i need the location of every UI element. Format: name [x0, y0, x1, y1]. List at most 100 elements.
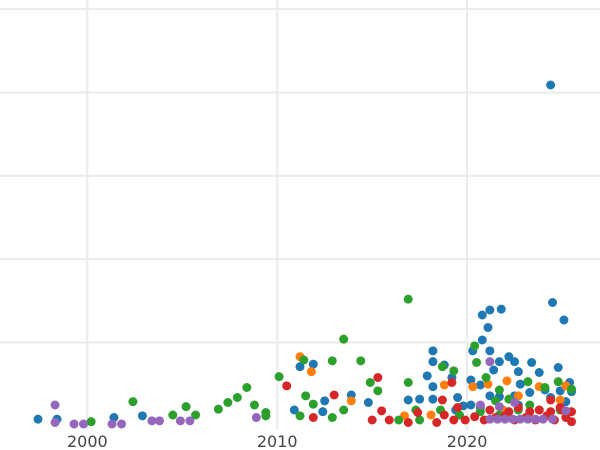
data-point — [530, 414, 540, 424]
data-point — [485, 357, 495, 367]
data-point — [510, 357, 520, 367]
data-point — [403, 418, 413, 427]
data-point — [470, 412, 480, 422]
data-point — [308, 359, 318, 369]
data-point — [33, 414, 43, 424]
data-point — [191, 410, 201, 420]
data-point — [540, 383, 550, 392]
data-point — [232, 393, 242, 402]
data-point — [249, 400, 259, 410]
data-point — [561, 406, 571, 416]
data-point — [147, 416, 157, 426]
data-points — [33, 80, 577, 429]
data-point — [534, 368, 544, 377]
data-point — [301, 391, 311, 401]
data-point — [555, 395, 565, 405]
data-point — [492, 414, 502, 424]
data-point — [223, 398, 233, 407]
data-point — [508, 414, 518, 424]
data-point — [428, 346, 438, 356]
data-point — [181, 402, 191, 412]
data-point — [86, 417, 96, 427]
data-point — [502, 376, 512, 386]
data-point — [504, 407, 514, 417]
data-point — [413, 408, 423, 417]
data-point — [377, 406, 387, 416]
data-point — [329, 390, 339, 400]
data-point — [439, 380, 449, 390]
data-point — [79, 419, 89, 429]
data-point — [415, 394, 425, 404]
x-tick-label: 2010 — [257, 432, 298, 450]
data-point — [534, 405, 544, 415]
data-point — [496, 304, 506, 314]
data-point — [538, 414, 548, 424]
data-point — [553, 377, 563, 387]
data-point — [373, 373, 383, 382]
data-point — [453, 403, 463, 412]
data-point — [403, 395, 413, 405]
data-point — [154, 416, 164, 426]
data-point — [485, 346, 495, 356]
data-point — [346, 396, 356, 406]
data-point — [318, 407, 328, 417]
data-point — [415, 415, 425, 425]
data-point — [477, 310, 487, 320]
data-point — [485, 405, 495, 415]
data-point — [428, 382, 438, 392]
data-point — [428, 394, 438, 404]
data-point — [339, 405, 349, 415]
data-point — [117, 419, 127, 429]
data-point — [363, 398, 373, 407]
data-point — [449, 366, 459, 376]
data-point — [50, 400, 60, 410]
data-point — [437, 362, 447, 372]
data-point — [494, 402, 504, 412]
data-point — [523, 377, 533, 387]
data-point — [299, 355, 309, 365]
data-point — [242, 383, 252, 392]
data-point — [548, 298, 558, 307]
x-tick-label: 2000 — [67, 432, 108, 450]
data-point — [546, 395, 556, 405]
gridlines — [0, 0, 600, 430]
data-point — [546, 80, 556, 90]
data-point — [449, 415, 459, 425]
data-point — [470, 341, 480, 351]
data-point — [327, 413, 337, 422]
data-point — [494, 357, 504, 367]
data-point — [485, 305, 495, 315]
data-point — [525, 407, 535, 417]
data-point — [137, 411, 147, 421]
data-point — [513, 367, 523, 377]
data-point — [500, 414, 510, 424]
data-point — [327, 356, 337, 366]
data-point — [367, 415, 377, 425]
data-point — [553, 363, 563, 372]
data-point — [546, 407, 556, 417]
data-point — [128, 397, 138, 407]
data-point — [447, 378, 457, 387]
data-point — [261, 411, 271, 421]
data-point — [525, 388, 535, 397]
data-point — [515, 414, 525, 424]
data-point — [403, 378, 413, 387]
data-point — [485, 414, 495, 424]
data-point — [185, 416, 195, 426]
data-point — [567, 417, 577, 427]
data-point — [69, 419, 79, 429]
data-point — [422, 371, 432, 381]
data-point — [510, 398, 520, 407]
data-point — [50, 418, 60, 427]
data-point — [525, 400, 535, 410]
data-point — [356, 356, 366, 366]
data-point — [460, 415, 470, 425]
data-point — [527, 358, 537, 367]
data-point — [384, 415, 394, 425]
data-point — [251, 413, 261, 422]
data-point — [306, 367, 316, 377]
data-point — [468, 382, 478, 392]
data-point — [428, 357, 438, 367]
data-point — [515, 379, 525, 389]
